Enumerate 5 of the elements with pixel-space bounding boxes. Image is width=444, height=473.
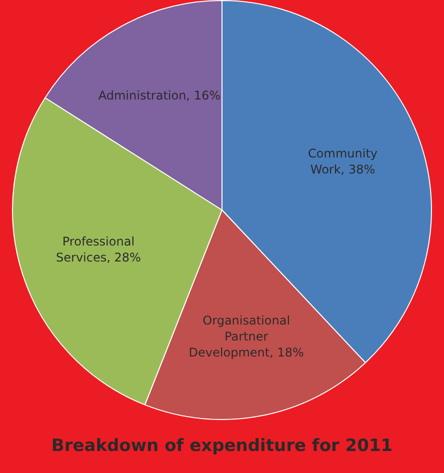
slice-label: Community Work, 38% bbox=[308, 146, 378, 176]
slice-label: Administration, 16% bbox=[98, 88, 220, 102]
slice-label: Organisational Partner Development, 18% bbox=[188, 314, 304, 360]
text: Breakdown of expenditure for 2011 bbox=[50, 436, 394, 456]
slice-label: Professional Services, 28% bbox=[56, 234, 141, 264]
